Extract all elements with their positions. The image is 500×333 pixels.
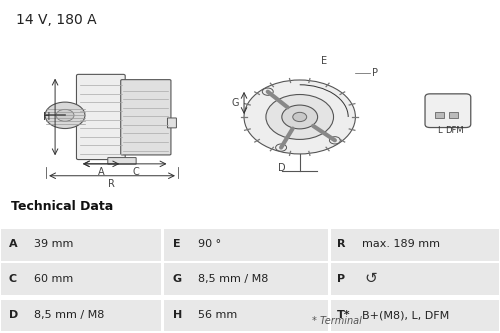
Text: Technical Data: Technical Data — [12, 200, 114, 213]
Text: T*: T* — [337, 310, 350, 320]
Text: 14 V, 180 A: 14 V, 180 A — [16, 13, 97, 27]
FancyBboxPatch shape — [168, 118, 176, 128]
Text: G: G — [232, 98, 239, 108]
Circle shape — [56, 109, 74, 121]
Circle shape — [276, 144, 286, 151]
Circle shape — [266, 95, 334, 140]
Bar — [449, 112, 458, 118]
Bar — [162, 262, 164, 295]
Circle shape — [45, 102, 85, 129]
Text: C: C — [9, 274, 17, 284]
Text: H: H — [173, 310, 182, 320]
Text: ↺: ↺ — [364, 271, 377, 286]
Text: * Terminal: * Terminal — [312, 316, 362, 326]
Text: 90 °: 90 ° — [198, 239, 221, 249]
FancyBboxPatch shape — [425, 94, 471, 128]
Circle shape — [262, 88, 273, 95]
Text: E: E — [320, 56, 326, 66]
Text: P: P — [337, 274, 345, 284]
Bar — [435, 112, 444, 118]
Bar — [2, 298, 498, 300]
Text: C: C — [132, 167, 139, 177]
Text: 60 mm: 60 mm — [34, 274, 73, 284]
Bar — [2, 261, 498, 263]
Circle shape — [330, 137, 340, 144]
Bar — [2, 227, 498, 261]
FancyBboxPatch shape — [108, 158, 136, 164]
Bar — [2, 299, 498, 332]
Text: A: A — [98, 167, 104, 177]
Bar — [328, 262, 331, 295]
FancyBboxPatch shape — [120, 80, 171, 155]
Text: E: E — [173, 239, 180, 249]
Bar — [328, 299, 331, 332]
Circle shape — [282, 105, 318, 129]
Text: D: D — [278, 163, 286, 172]
FancyBboxPatch shape — [76, 74, 125, 160]
Text: B+(M8), L, DFM: B+(M8), L, DFM — [362, 310, 449, 320]
Text: 39 mm: 39 mm — [34, 239, 73, 249]
Text: 8,5 mm / M8: 8,5 mm / M8 — [198, 274, 268, 284]
Text: P: P — [372, 68, 378, 78]
Text: D: D — [9, 310, 18, 320]
Text: max. 189 mm: max. 189 mm — [362, 239, 440, 249]
Bar — [328, 227, 331, 261]
Text: DFM: DFM — [446, 126, 464, 135]
Bar — [2, 331, 498, 333]
Text: R: R — [337, 239, 345, 249]
Bar — [162, 299, 164, 332]
Text: R: R — [108, 179, 115, 189]
Bar — [2, 262, 498, 295]
Bar — [2, 226, 498, 228]
Circle shape — [293, 112, 306, 122]
Text: G: G — [173, 274, 182, 284]
Text: H: H — [42, 112, 50, 122]
Bar — [162, 227, 164, 261]
Text: 8,5 mm / M8: 8,5 mm / M8 — [34, 310, 104, 320]
Text: 56 mm: 56 mm — [198, 310, 237, 320]
Text: A: A — [9, 239, 18, 249]
Circle shape — [244, 80, 356, 154]
Text: L: L — [437, 126, 442, 135]
